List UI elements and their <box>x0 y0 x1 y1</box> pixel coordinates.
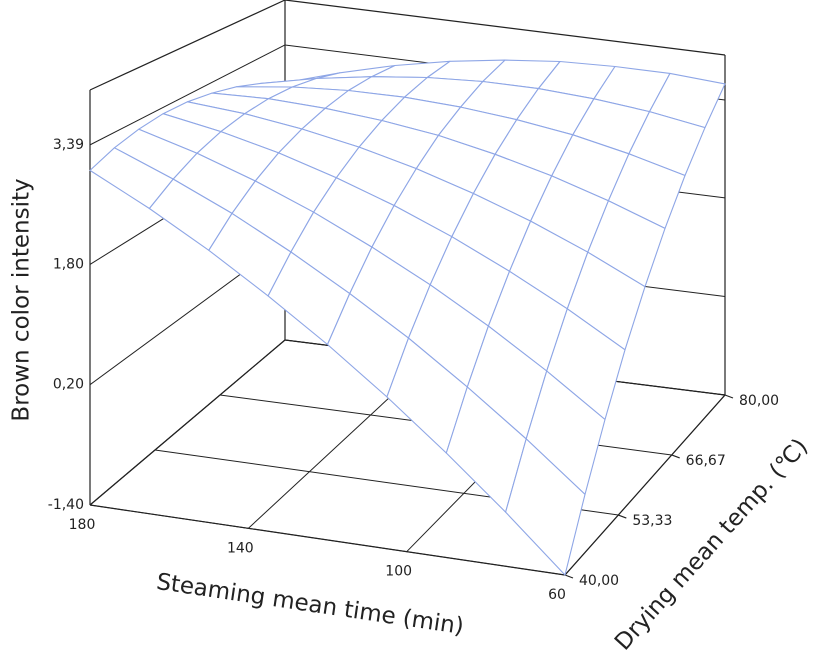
y-tick-label: 53,33 <box>632 513 672 529</box>
surface-cell <box>505 438 586 576</box>
z-tick-label: 1,80 <box>53 256 84 272</box>
x-axis-title: Steaming mean time (min) <box>155 569 466 640</box>
z-tick-label: -1,40 <box>48 497 84 513</box>
box-edge <box>89 0 286 91</box>
tick-mark <box>724 394 734 399</box>
z-axis-title: Brown color intensity <box>9 178 35 421</box>
box-edge <box>284 0 726 56</box>
x-tick-label: 100 <box>385 564 412 580</box>
grid-line <box>89 504 566 576</box>
tick-mark <box>618 514 627 519</box>
x-tick-label: 60 <box>548 587 566 603</box>
y-tick-label: 40,00 <box>579 573 619 589</box>
tick-mark <box>671 454 680 459</box>
grid-line <box>89 339 286 506</box>
x-tick-label: 180 <box>69 517 96 533</box>
z-tick-label: 3,39 <box>53 137 84 153</box>
grid-line <box>89 44 286 146</box>
grid-line <box>564 394 726 576</box>
y-tick-label: 80,00 <box>739 393 779 409</box>
tick-mark <box>564 574 574 579</box>
z-tick-label: 0,20 <box>53 377 84 393</box>
x-tick-label: 140 <box>227 540 254 556</box>
y-tick-label: 66,67 <box>686 453 726 469</box>
